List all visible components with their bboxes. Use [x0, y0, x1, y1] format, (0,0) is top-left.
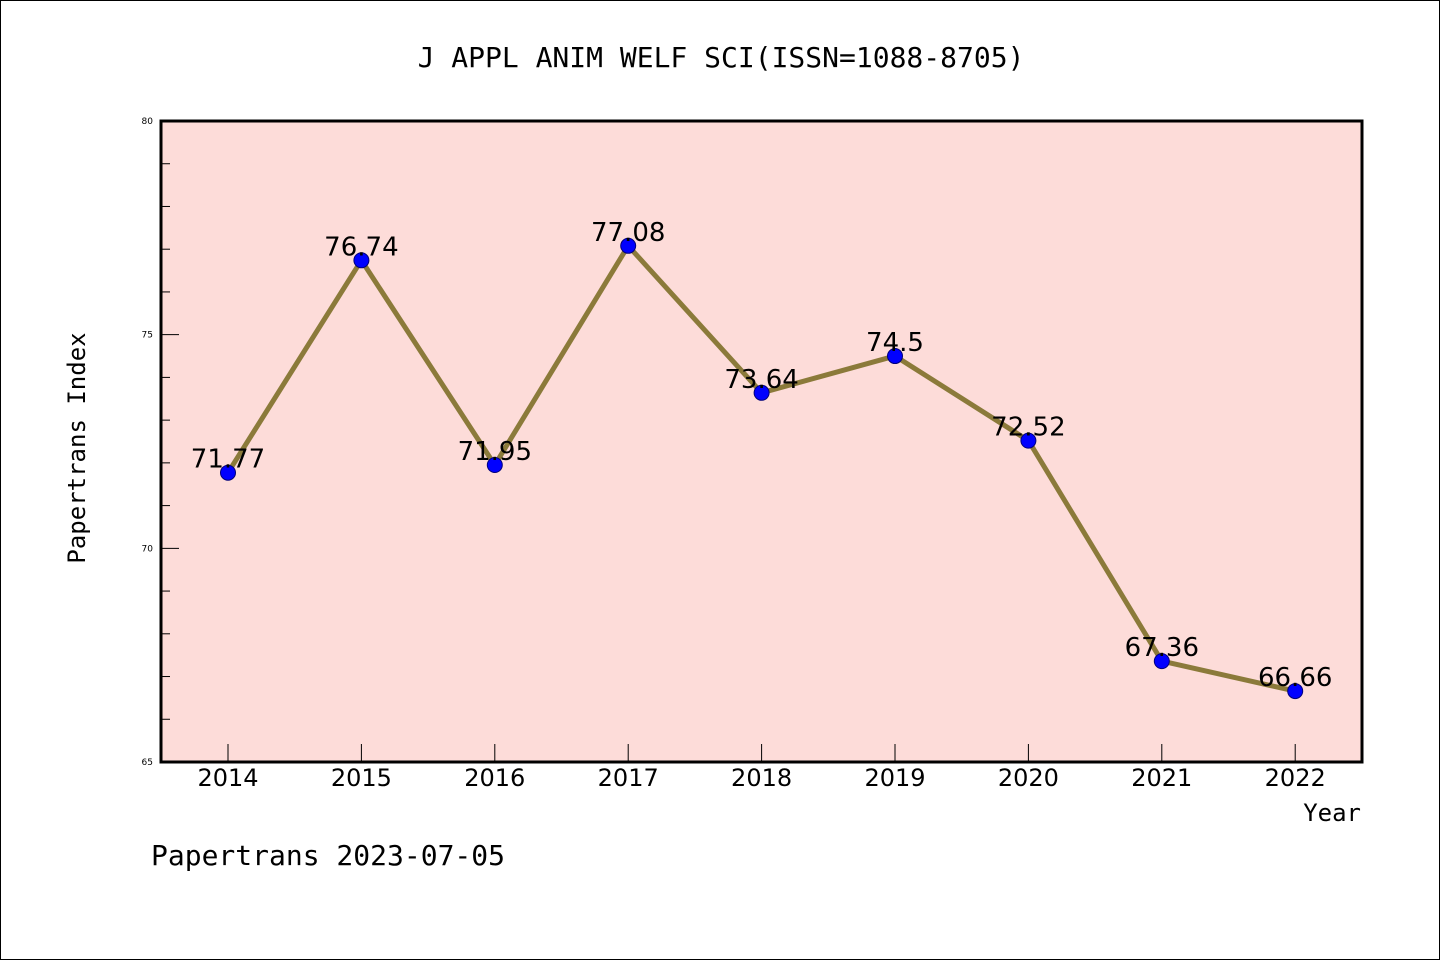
data-point-marker [620, 237, 637, 254]
x-tick-label: 2021 [1131, 764, 1192, 792]
y-tick-label: 65 [142, 758, 153, 768]
data-label: 72.52 [991, 413, 1065, 443]
y-tick-label: 70 [142, 544, 154, 554]
data-point-marker [486, 457, 503, 474]
footer-credit: Papertrans 2023-07-05 [151, 839, 505, 872]
data-point-marker [887, 348, 903, 365]
x-tick-label: 2019 [864, 764, 925, 792]
data-label: 77.08 [591, 218, 665, 248]
data-point-marker [753, 384, 770, 401]
series-group: 71.77 76.74 71.95 77.08 73.64 74.5 72.52 67.36 6… [191, 218, 1332, 700]
y-tick-label: 80 [142, 117, 154, 127]
data-point-marker [1020, 432, 1037, 449]
y-axis-label: Papertrans Index [63, 332, 91, 563]
chart-title: J APPL ANIM WELF SCI(ISSN=1088-8705) [418, 41, 1025, 74]
x-tick-label: 2014 [197, 764, 258, 792]
x-tick-label: 2022 [1265, 764, 1326, 792]
x-tick-label: 2016 [464, 764, 525, 792]
x-tick-label: 2017 [598, 764, 659, 792]
x-tick-label: 2020 [998, 764, 1059, 792]
data-label: 76.74 [324, 232, 398, 262]
y-tick-label: 75 [142, 331, 153, 341]
data-point-marker [1287, 683, 1304, 700]
data-label: 67.36 [1125, 633, 1199, 663]
data-label: 74.5 [866, 328, 924, 358]
data-point-marker [353, 252, 370, 269]
x-axis-ticks: 2014 2015 2016 2017 2018 2019 2020 2021 2022 [197, 744, 1326, 792]
data-label: 66.66 [1258, 663, 1332, 693]
data-label: 71.95 [458, 437, 532, 467]
x-tick-label: 2018 [731, 764, 792, 792]
x-axis-label: Year [1303, 799, 1361, 827]
data-point-marker [1153, 653, 1170, 670]
x-tick-label: 2015 [331, 764, 392, 792]
data-point-marker [220, 464, 236, 481]
data-label: 71.77 [191, 445, 265, 475]
data-label: 73.64 [724, 365, 798, 395]
y-axis-ticks: 65 70 75 80 [142, 117, 179, 768]
